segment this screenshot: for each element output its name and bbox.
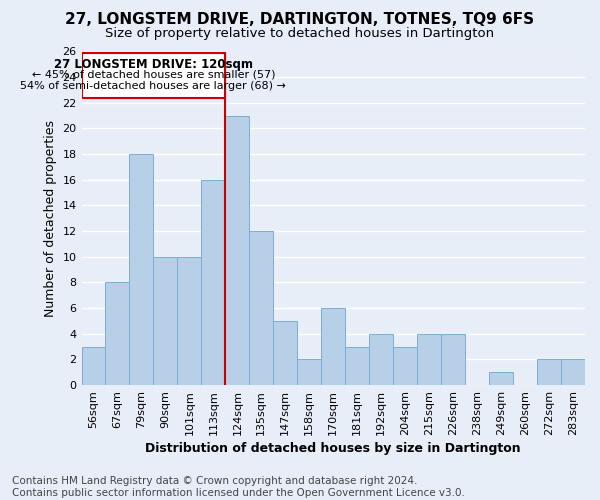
Bar: [561, 360, 585, 385]
Text: 54% of semi-detached houses are larger (68) →: 54% of semi-detached houses are larger (…: [20, 81, 286, 91]
Bar: [441, 334, 465, 385]
Text: Contains HM Land Registry data © Crown copyright and database right 2024.
Contai: Contains HM Land Registry data © Crown c…: [12, 476, 465, 498]
Bar: [130, 154, 154, 385]
Bar: [250, 231, 274, 385]
Bar: [274, 321, 297, 385]
Bar: [297, 360, 321, 385]
Bar: [369, 334, 393, 385]
Bar: [106, 282, 130, 385]
Bar: [417, 334, 441, 385]
Bar: [178, 257, 202, 385]
X-axis label: Distribution of detached houses by size in Dartington: Distribution of detached houses by size …: [145, 442, 521, 455]
Bar: [226, 116, 250, 385]
Bar: [393, 346, 417, 385]
Text: Size of property relative to detached houses in Dartington: Size of property relative to detached ho…: [106, 28, 494, 40]
Bar: [345, 346, 369, 385]
Bar: [537, 360, 561, 385]
Text: 27, LONGSTEM DRIVE, DARTINGTON, TOTNES, TQ9 6FS: 27, LONGSTEM DRIVE, DARTINGTON, TOTNES, …: [65, 12, 535, 28]
Text: 27 LONGSTEM DRIVE: 120sqm: 27 LONGSTEM DRIVE: 120sqm: [54, 58, 253, 71]
Text: ← 45% of detached houses are smaller (57): ← 45% of detached houses are smaller (57…: [32, 70, 275, 80]
Bar: [321, 308, 345, 385]
FancyBboxPatch shape: [82, 53, 226, 98]
Bar: [202, 180, 226, 385]
Bar: [489, 372, 513, 385]
Y-axis label: Number of detached properties: Number of detached properties: [44, 120, 57, 317]
Bar: [154, 257, 178, 385]
Bar: [82, 346, 106, 385]
